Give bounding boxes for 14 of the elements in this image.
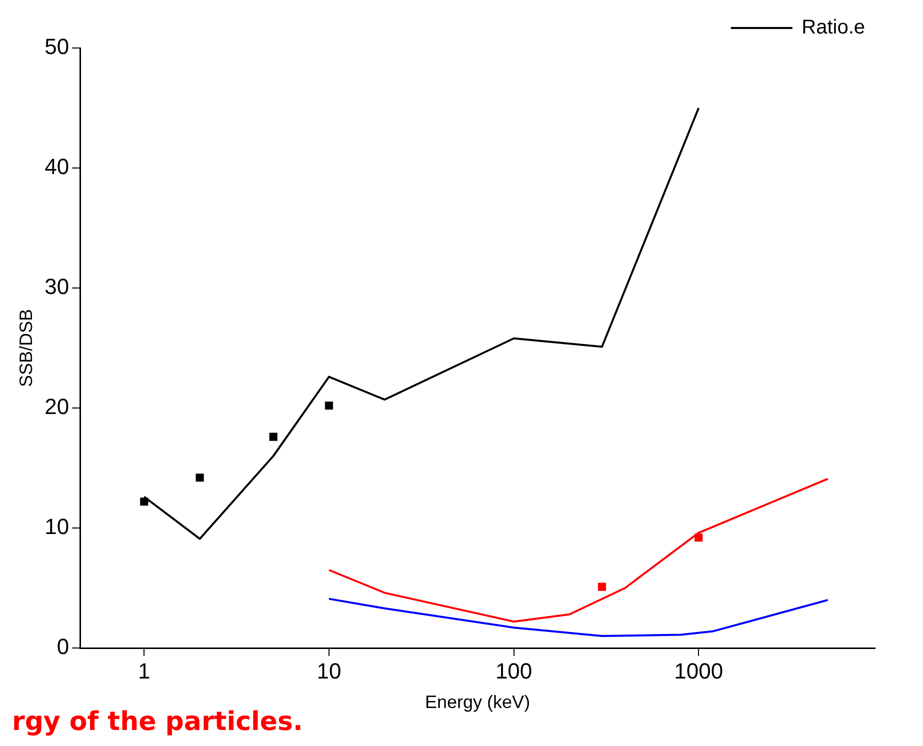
y-tick-label: 0 [56,634,70,660]
x-tick-label: 100 [495,658,532,684]
y-tick-label: 10 [44,514,70,540]
x-tick-label: 10 [316,658,342,684]
x-tick-label: 1000 [674,658,724,684]
legend-label: Ratio.e [802,16,866,39]
y-tick-label: 40 [44,154,70,180]
y-tick-label: 30 [44,274,70,300]
x-axis-title: Energy (keV) [425,692,530,712]
y-axis-title: SSB/DSB [16,308,36,388]
y-tick-label: 50 [44,34,70,60]
x-tick-label: 1 [138,658,150,684]
y-tick-label: 20 [44,394,70,420]
text: rgy of the particles. [12,706,303,737]
